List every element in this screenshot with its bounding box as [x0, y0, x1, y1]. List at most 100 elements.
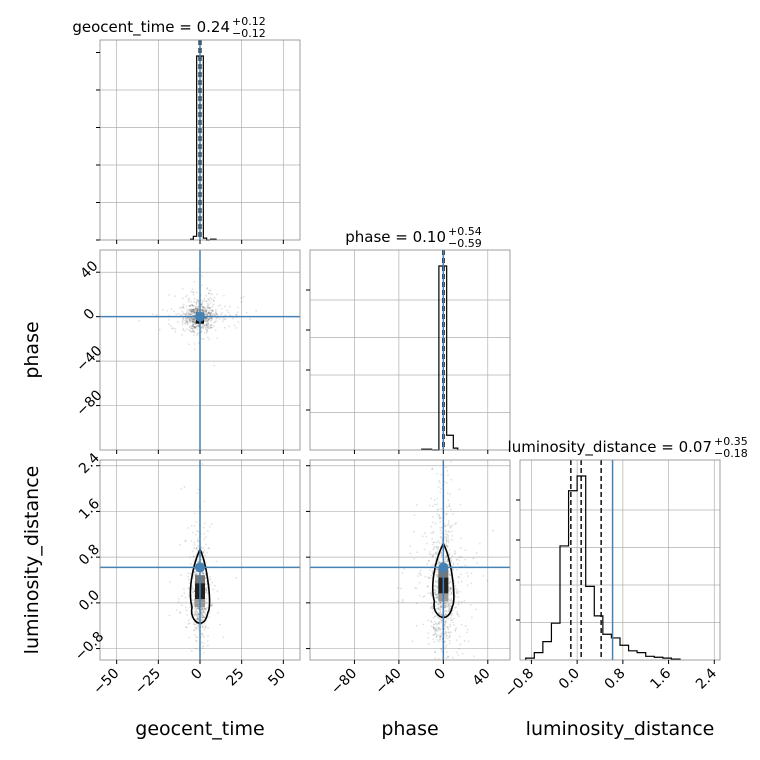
sample-point — [446, 610, 448, 613]
sample-point — [182, 306, 185, 308]
sample-point — [444, 602, 447, 605]
sample-point — [201, 275, 203, 278]
sample-point — [216, 611, 219, 614]
sample-point — [437, 486, 440, 488]
sample-point — [190, 331, 193, 333]
sample-point — [200, 608, 203, 611]
sample-point — [439, 601, 442, 603]
sample-point — [194, 309, 197, 312]
sample-point — [206, 307, 209, 310]
sample-point — [190, 320, 193, 323]
scatter-points — [100, 250, 300, 450]
sample-point — [430, 602, 433, 605]
sample-point — [190, 317, 193, 320]
sample-point — [437, 622, 440, 624]
sample-point — [195, 647, 198, 650]
sample-point — [438, 639, 441, 641]
sample-point — [205, 591, 208, 594]
sample-point — [193, 321, 196, 324]
sample-point — [205, 310, 208, 313]
sample-point — [445, 601, 448, 604]
sample-point — [206, 530, 209, 532]
sample-point — [464, 549, 467, 552]
sample-point — [183, 329, 186, 332]
sample-point — [427, 576, 429, 579]
sample-point — [432, 693, 434, 695]
sample-point — [204, 613, 207, 615]
sample-point — [431, 505, 434, 508]
sample-point — [437, 634, 440, 637]
sample-point — [434, 503, 436, 506]
sample-point — [435, 601, 438, 603]
sample-point — [209, 296, 212, 299]
sample-point — [203, 651, 205, 654]
sample-point — [202, 306, 205, 309]
sample-point — [199, 684, 201, 686]
y-tick-label: 2.4 — [76, 450, 103, 477]
sample-point — [444, 632, 447, 635]
sample-point — [183, 592, 186, 595]
sample-point — [454, 552, 457, 555]
sample-point — [194, 609, 197, 611]
sample-point — [434, 632, 437, 634]
sample-point — [195, 570, 198, 573]
sample-point — [191, 323, 194, 326]
sample-point — [447, 598, 450, 600]
sample-point — [451, 664, 453, 666]
sample-point — [194, 312, 196, 315]
sample-point — [180, 574, 182, 576]
sample-point — [207, 292, 210, 295]
sample-point — [190, 311, 193, 314]
sample-point — [438, 613, 441, 616]
sample-point — [430, 532, 433, 534]
sample-point — [427, 637, 429, 639]
sample-point — [192, 321, 194, 323]
sample-point — [203, 307, 206, 310]
sample-point — [439, 481, 441, 484]
sample-point — [455, 606, 457, 609]
sample-point — [201, 608, 203, 611]
sample-point — [437, 622, 440, 624]
sample-point — [203, 670, 205, 672]
sample-point — [181, 310, 184, 313]
histogram-step-luminosity_distance — [525, 475, 681, 660]
sample-point — [432, 541, 435, 544]
sample-point — [177, 597, 180, 600]
sample-point — [448, 608, 451, 610]
sample-point — [437, 606, 440, 609]
sample-point — [440, 664, 442, 666]
sample-point — [432, 633, 435, 636]
sample-point — [189, 308, 192, 311]
sample-point — [168, 294, 171, 296]
sample-point — [193, 614, 196, 617]
sample-point — [441, 549, 443, 551]
sample-point — [202, 326, 205, 329]
sample-point — [434, 593, 437, 596]
sample-point — [434, 615, 436, 617]
sample-point — [188, 305, 191, 308]
sample-point — [216, 313, 219, 316]
sample-point — [205, 300, 207, 303]
sample-point — [195, 520, 198, 523]
sample-point — [429, 591, 432, 594]
sample-point — [428, 560, 430, 562]
sample-point — [193, 555, 195, 558]
sample-point — [435, 628, 438, 631]
sample-point — [434, 600, 437, 603]
sample-point — [201, 647, 204, 649]
sample-point — [457, 654, 459, 656]
sample-point — [216, 293, 218, 296]
sample-point — [224, 318, 227, 320]
sample-point — [187, 300, 190, 303]
sample-point — [201, 309, 204, 312]
sample-point — [202, 616, 205, 618]
sample-point — [189, 572, 192, 575]
sample-point — [206, 317, 209, 320]
sample-point — [445, 631, 448, 634]
sample-point — [436, 597, 439, 600]
sample-point — [409, 545, 412, 548]
sample-point — [190, 310, 193, 312]
scatter-panel-phase_luminosity_distance — [309, 459, 511, 695]
sample-point — [447, 522, 450, 525]
sample-point — [458, 590, 461, 593]
